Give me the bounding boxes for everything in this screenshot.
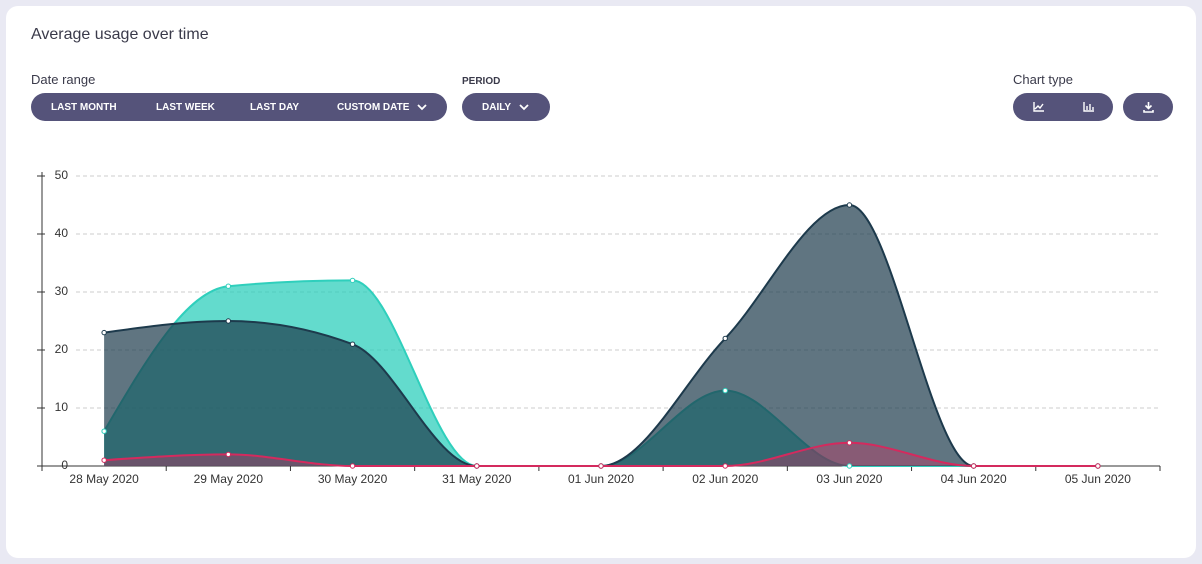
point bbox=[225, 283, 232, 289]
y-tick-label: 30 bbox=[55, 284, 69, 298]
x-tick-label: 31 May 2020 bbox=[442, 472, 512, 486]
y-tick-label: 40 bbox=[55, 226, 69, 240]
download-icon bbox=[1143, 101, 1154, 113]
chevron bbox=[519, 104, 529, 111]
custom-date[interactable]: CUSTOM DATE bbox=[317, 101, 428, 113]
point bbox=[474, 463, 480, 469]
point bbox=[101, 329, 107, 336]
y-tick-label: 20 bbox=[55, 342, 69, 356]
line bbox=[103, 203, 1098, 468]
x-tick-label: 03 Jun 2020 bbox=[816, 472, 882, 486]
x-tick-label: 05 Jun 2020 bbox=[1065, 472, 1131, 486]
download-button[interactable] bbox=[1123, 93, 1173, 121]
line-chart-button[interactable] bbox=[1033, 102, 1045, 112]
point bbox=[349, 463, 356, 469]
period-value: DAILY bbox=[482, 101, 512, 113]
bar-chart-button[interactable] bbox=[1083, 102, 1095, 112]
chart-type-label: Chart type bbox=[1013, 72, 1073, 87]
chart-type-group bbox=[1013, 93, 1113, 121]
point bbox=[970, 463, 977, 469]
point bbox=[722, 463, 728, 469]
point bbox=[101, 457, 107, 463]
x-tick-label: 30 May 2020 bbox=[318, 472, 388, 486]
point bbox=[722, 387, 728, 394]
x-tick-label: 29 May 2020 bbox=[194, 472, 264, 486]
point bbox=[598, 463, 604, 469]
point bbox=[846, 463, 853, 469]
date-range-label: Date range bbox=[31, 72, 96, 87]
area bbox=[104, 442, 1098, 466]
period-label: PERIOD bbox=[462, 76, 501, 87]
point bbox=[1095, 463, 1101, 469]
title: Average usage over time bbox=[31, 26, 209, 43]
option[interactable]: LAST WEEK bbox=[156, 101, 215, 113]
point bbox=[101, 428, 107, 434]
x-tick-label: 01 Jun 2020 bbox=[568, 472, 634, 486]
point bbox=[846, 202, 853, 208]
option: CUSTOM DATE bbox=[337, 101, 410, 113]
y-tick-label: 50 bbox=[55, 168, 69, 182]
point bbox=[349, 277, 356, 284]
x-tick-label: 04 Jun 2020 bbox=[941, 472, 1007, 486]
point bbox=[846, 440, 853, 446]
y-tick-label: 10 bbox=[55, 400, 69, 414]
point bbox=[722, 335, 728, 342]
period-select[interactable]: DAILY bbox=[462, 93, 550, 121]
chevron bbox=[417, 104, 428, 111]
point bbox=[225, 451, 232, 458]
date-range-group: LAST MONTH LAST WEEK LAST DAY CUSTOM DAT… bbox=[31, 93, 447, 121]
option[interactable]: LAST DAY bbox=[250, 101, 300, 113]
x-tick-label: 02 Jun 2020 bbox=[692, 472, 758, 486]
area bbox=[104, 205, 1098, 466]
point bbox=[349, 341, 356, 347]
option[interactable]: LAST MONTH bbox=[51, 101, 117, 113]
x-tick-label: 28 May 2020 bbox=[69, 472, 139, 486]
point bbox=[225, 318, 232, 324]
y-tick-label: 0 bbox=[61, 458, 68, 472]
